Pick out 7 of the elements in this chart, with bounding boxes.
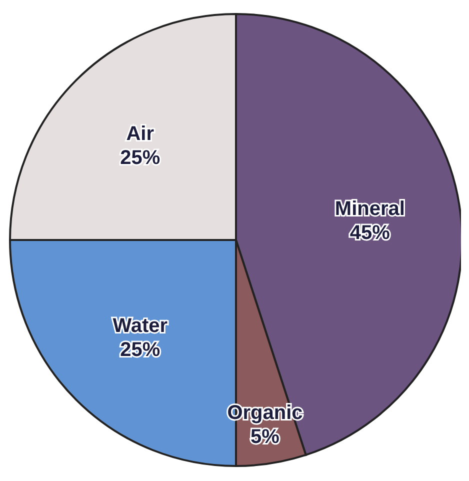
data-label: 45% bbox=[350, 222, 390, 244]
data-label: 25% bbox=[120, 338, 160, 361]
slice-label: Air bbox=[126, 123, 154, 146]
slice-label: Mineral bbox=[334, 198, 405, 220]
data-label: 5% bbox=[250, 426, 280, 448]
data-label: 25% bbox=[120, 147, 160, 170]
slice-label: Water bbox=[112, 314, 168, 337]
